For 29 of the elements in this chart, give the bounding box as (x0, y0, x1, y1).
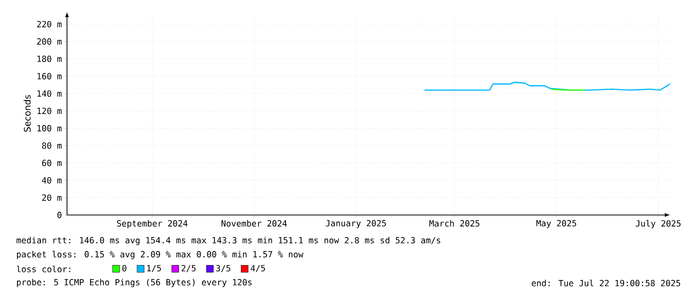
y-tick-label: 40 m (42, 177, 62, 184)
x-tick-label: May 2025 (536, 220, 576, 228)
y-tick-label: 60 m (42, 160, 62, 166)
y-tick-label: 200 m (37, 38, 62, 45)
y-tick-label: 0 (57, 212, 62, 218)
text: end: Tue Jul 22 19:00:58 2025 (532, 280, 680, 286)
y-tick-label: 180 m (38, 56, 62, 62)
y-tick-label: 160 m (38, 72, 62, 80)
text: probe: 5 ICMP Echo Pings (56 Bytes) every 120s (16, 278, 252, 288)
y-tick-label: 120 m (38, 108, 62, 114)
x-tick-label: September 2024 (117, 220, 188, 228)
x-tick-label: July 2025 (636, 220, 681, 228)
legend-label: 1/5 (147, 265, 161, 272)
y-axis-title: Seconds (24, 95, 31, 132)
x-tick-label: January 2025 (326, 220, 386, 228)
legend-title: loss color: (16, 266, 70, 272)
y-tick-label: 100 m (38, 125, 62, 132)
y-tick-label: 220 m (37, 20, 62, 28)
x-tick-label: November 2024 (222, 220, 287, 227)
y-tick-label: 20 m (42, 194, 62, 201)
y-tick-label: 80 m (42, 142, 62, 149)
y-tick-label: 140 m (38, 90, 62, 97)
text: packet loss: 0.15 % avg 2.09 % max 0.00 % min 1.57 % now (16, 250, 304, 260)
legend-label: 3/5 (216, 265, 230, 272)
legend-label: 4/5 (250, 265, 265, 272)
legend-label: 0 (122, 265, 126, 272)
legend-label: 2/5 (182, 265, 196, 272)
x-tick-label: March 2025 (429, 220, 480, 227)
text: median rtt: 146.0 ms avg 154.4 ms max 143.3 ms min 151.1 ms now 2.8 ms sd 52.3 am/s (16, 236, 440, 246)
